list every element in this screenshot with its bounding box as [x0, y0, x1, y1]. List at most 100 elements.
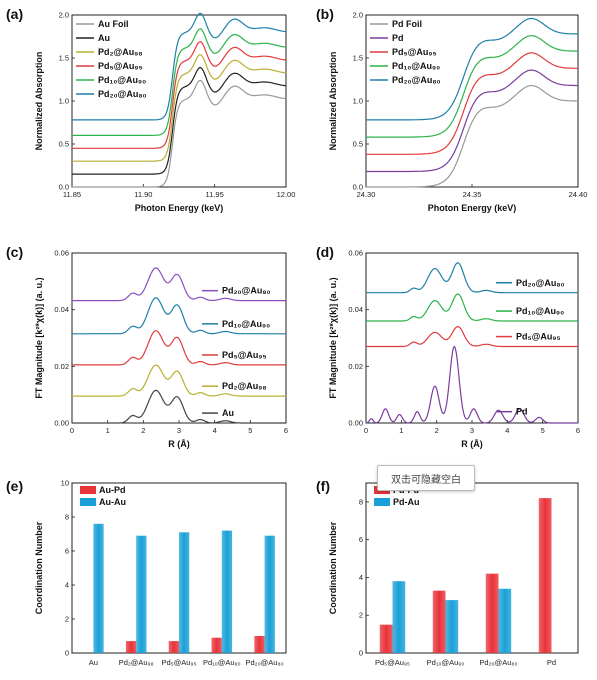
x-tick-label: 0 [364, 426, 368, 435]
y-tick-label: 2.0 [59, 11, 69, 20]
legend-entry: Au Foil [98, 19, 129, 29]
series-line [366, 293, 578, 322]
bar [136, 535, 147, 653]
bar [211, 637, 222, 653]
y-tick-label: 0.00 [348, 419, 363, 428]
y-tick-label: 1.0 [353, 97, 363, 106]
y-tick-label: 0.02 [348, 362, 363, 371]
panel-label: (f) [316, 478, 330, 494]
legend-entry: Pd-Au [393, 497, 420, 507]
legend-entry: Pd₂@Au₉₈ [222, 381, 267, 391]
bar [254, 636, 265, 653]
x-tick-label: 5 [541, 426, 545, 435]
x-tick-label: 6 [576, 426, 580, 435]
bar [125, 641, 137, 653]
x-tick-label: Pd₂@Au₉₈ [119, 658, 154, 667]
y-axis-label: FT Magnitude [k²*χ(k)] (a. u.) [34, 277, 44, 398]
y-tick-label: 0.02 [54, 362, 69, 371]
x-tick-label: 11.85 [63, 190, 81, 199]
panel-a: (a) 0.0 0.5 1.0 1.5 2.0 Normalized Absorption 1… [6, 6, 295, 213]
bar [432, 590, 446, 653]
panel-e: (e) 0 2 4 6 8 10 Coordination Number Au Pd₂@Au₉₈ P… [6, 478, 287, 667]
series-line [72, 53, 287, 162]
legend-entry: Pd₂@Au₉₈ [98, 47, 143, 57]
legend-entry: Au [98, 33, 110, 43]
series-line [72, 12, 287, 121]
legend-entry: Pd₁₀@Au₉₀ [98, 75, 146, 85]
legend-entry: Pd₅@Au₉₅ [516, 332, 561, 342]
y-tick-label: 0.04 [348, 305, 363, 314]
y-tick-label: 0.00 [54, 419, 69, 428]
panel-b: (b) 0.0 0.5 1.0 1.5 2.0 Normalized Absorption 2… [316, 6, 587, 213]
bar [538, 498, 552, 653]
x-tick-label: 4 [213, 426, 217, 435]
x-tick-label: Pd₁₀@Au₉₀ [203, 658, 241, 667]
series-line [366, 52, 578, 155]
bar [485, 573, 499, 653]
x-tick-label: 1 [106, 426, 110, 435]
legend-entry: Pd Foil [392, 19, 422, 29]
bar [264, 535, 275, 653]
series-line [72, 267, 286, 302]
legend-entry: Pd₅@Au₉₅ [98, 61, 143, 71]
y-tick-label: 8 [65, 513, 69, 522]
legend-entry: Au [222, 408, 234, 418]
x-tick-label: 24.35 [463, 190, 482, 199]
legend-entry: Pd₅@Au₉₅ [222, 350, 267, 360]
y-tick-label: 0.06 [348, 249, 363, 258]
y-tick-label: 0.04 [54, 305, 69, 314]
x-tick-label: Pd₅@Au₉₅ [162, 658, 197, 667]
bar [221, 530, 233, 653]
x-tick-label: 4 [505, 426, 509, 435]
y-axis-label: Normalized Absorption [328, 52, 338, 151]
series-line [366, 262, 578, 294]
x-tick-label: 24.40 [569, 190, 588, 199]
y-tick-label: 8 [359, 497, 363, 506]
y-tick-label: 1.5 [353, 54, 363, 63]
x-tick-label: Pd₂₀@Au₈₀ [479, 658, 517, 667]
y-tick-label: 0.5 [59, 140, 69, 149]
legend-entry: Au-Au [99, 497, 126, 507]
series-line [366, 17, 578, 121]
legend-entry: Pd₁₀@Au₉₀ [516, 306, 564, 316]
x-tick-label: Pd [547, 658, 556, 667]
series-line [72, 330, 286, 366]
y-tick-label: 0.5 [353, 140, 363, 149]
bar [379, 624, 393, 653]
y-tick-label: 2 [359, 611, 363, 620]
panel-f: (f) 0 2 4 6 8 Coordination Number Pd₅@Au₉₅ Pd₁₀@… [316, 478, 579, 667]
series-line [366, 69, 578, 173]
panel-label: (a) [6, 6, 23, 22]
legend-swatch [374, 498, 390, 506]
x-axis-label: Photon Energy (keV) [428, 203, 517, 213]
legend-entry: Pd₂₀@Au₈₀ [516, 278, 565, 288]
x-tick-label: 12.00 [277, 190, 296, 199]
y-axis-label: Coordination Number [328, 521, 338, 614]
legend-swatch [80, 498, 96, 506]
y-tick-label: 0.0 [59, 183, 69, 192]
y-tick-label: 0.06 [54, 249, 69, 258]
x-tick-label: 5 [248, 426, 252, 435]
y-tick-label: 4 [65, 581, 69, 590]
y-tick-label: 2 [65, 615, 69, 624]
y-tick-label: 10 [61, 479, 69, 488]
x-axis-label: Photon Energy (keV) [135, 203, 224, 213]
legend-entry: Pd₁₀@Au₉₀ [222, 319, 270, 329]
panel-d: (d) 0.00 0.02 0.04 0.06 FT Magnitude [k²*χ(k)… [316, 244, 580, 449]
x-tick-label: 24.30 [357, 190, 376, 199]
series-line [365, 345, 578, 424]
y-axis-label: Normalized Absorption [34, 52, 44, 151]
legend-entry: Pd₂₀@Au₈₀ [98, 89, 147, 99]
hide-whitespace-tooltip[interactable]: 双击可隐藏空白 [377, 465, 475, 491]
x-tick-label: 2 [141, 426, 145, 435]
x-tick-label: 11.95 [206, 190, 224, 199]
y-axis-label: Coordination Number [34, 521, 44, 614]
legend-entry: Pd [392, 33, 404, 43]
x-tick-label: Pd₅@Au₉₅ [375, 658, 410, 667]
x-axis-label: R (Å) [461, 439, 483, 449]
bar [498, 588, 512, 653]
series-line [72, 41, 287, 149]
x-tick-label: 11.90 [134, 190, 152, 199]
y-tick-label: 6 [359, 535, 363, 544]
